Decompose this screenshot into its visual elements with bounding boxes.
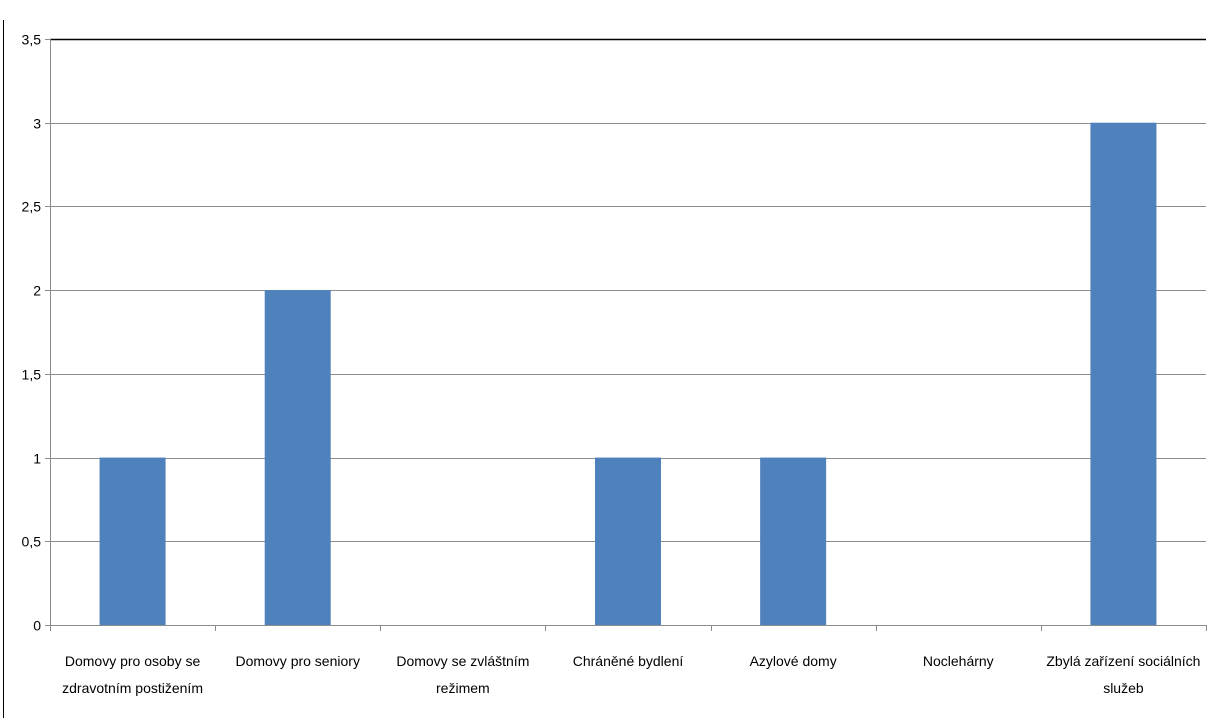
x-tick-label: Noclehárny	[923, 653, 994, 669]
axis-labels: 0 0,5 1 1,5 2 2,5 3 3,5 Domovy pro osoby se zdrav…	[22, 32, 1201, 697]
bars	[99, 122, 1157, 625]
y-tick-label: 3,5	[22, 32, 42, 48]
bar	[1090, 122, 1157, 625]
gridlines	[50, 38, 1206, 542]
y-tick-label: 0,5	[22, 534, 42, 550]
y-tick-label: 1	[33, 451, 41, 467]
x-tick-label: Chráněné bydlení	[573, 653, 684, 669]
bar	[264, 290, 331, 625]
bar	[595, 457, 661, 625]
x-tick-label: Zbylá zařízení sociálních služeb	[1046, 653, 1200, 696]
x-tick-label: Domovy se zvláštním režimem	[396, 653, 529, 696]
bar	[99, 457, 166, 625]
y-tick-label: 3	[33, 116, 41, 132]
y-tick-label: 0	[33, 618, 41, 634]
y-tick-label: 2,5	[22, 199, 42, 215]
bar	[760, 457, 827, 625]
x-tick-label: Domovy pro seniory	[235, 653, 360, 669]
x-tick-label: Domovy pro osoby se zdravotním postižením	[62, 653, 203, 696]
x-tick-label: Azylové domy	[750, 653, 837, 669]
y-tick-label: 2	[33, 283, 41, 299]
y-tick-label: 1,5	[22, 367, 42, 383]
axes	[3, 20, 1207, 718]
